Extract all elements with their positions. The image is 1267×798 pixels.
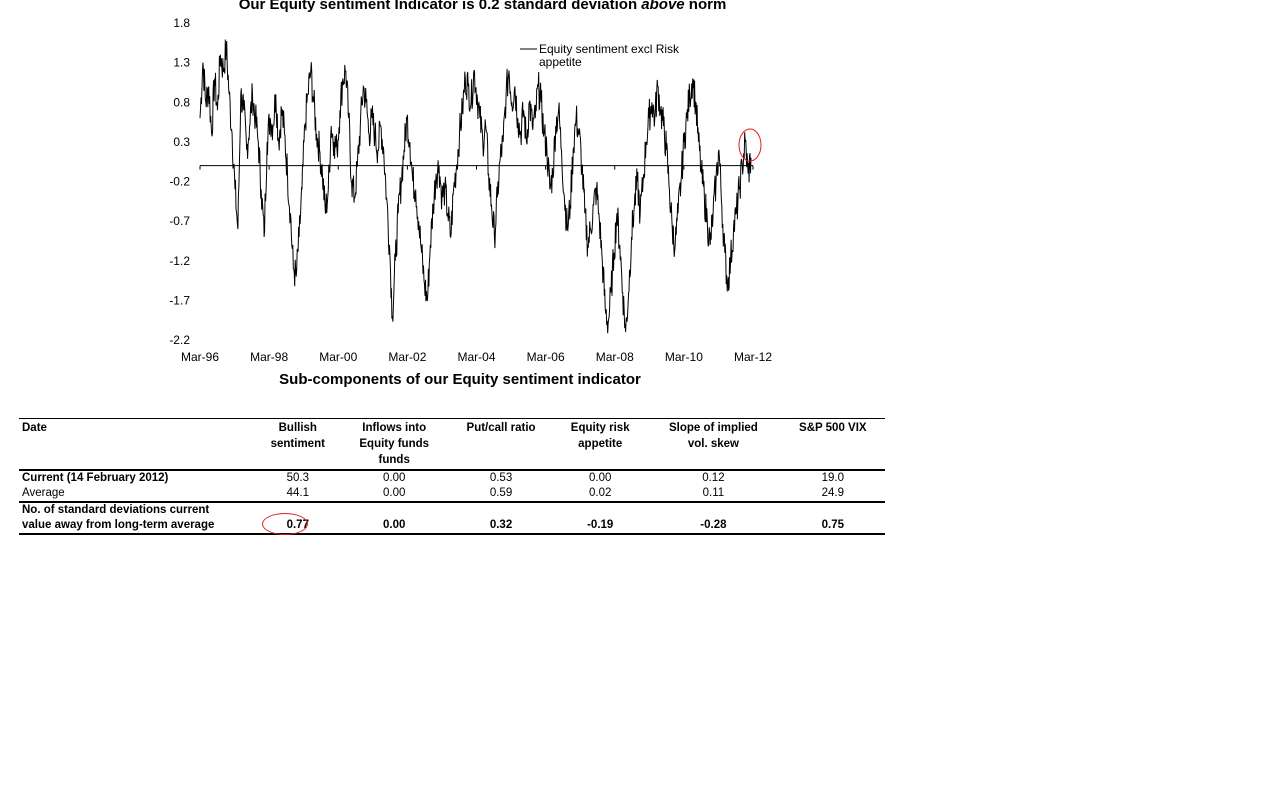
highlighted-value: 0.77 xyxy=(261,513,309,535)
y-tick-label: -0.2 xyxy=(169,175,190,189)
header-text: funds xyxy=(378,454,410,466)
table-title: Sub-components of our Equity sentiment i… xyxy=(279,371,641,388)
y-axis: 1.8 1.3 0.8 0.3 -0.2 -0.7 -1.2 -1.7 -2.2 xyxy=(169,16,190,347)
legend-label-line-2: appetite xyxy=(539,55,582,69)
x-tick-label: Mar-08 xyxy=(596,350,634,364)
row-label-line: No. of standard deviations current xyxy=(22,504,210,516)
y-tick-label: 1.8 xyxy=(173,16,190,30)
header-text: appetite xyxy=(578,438,623,450)
header-bullish-sentiment: Bullish sentiment xyxy=(255,418,341,471)
header-text: Put/call ratio xyxy=(466,422,536,434)
y-tick-label: -0.7 xyxy=(169,214,190,228)
x-tick-label: Mar-02 xyxy=(388,350,426,364)
table-row-average: Average 44.1 0.00 0.59 0.02 0.11 24.9 xyxy=(19,486,885,503)
y-tick-label: 0.3 xyxy=(173,135,190,149)
header-equity-risk-appetite: Equity risk appetite xyxy=(554,418,647,471)
header-text: vol. skew xyxy=(687,438,739,450)
cell-bullish: 50.3 xyxy=(286,472,309,484)
chart-title: Our Equity sentiment Indicator is 0.2 st… xyxy=(200,0,765,13)
cell-vix: 0.75 xyxy=(780,502,885,535)
y-tick-label: -1.2 xyxy=(169,254,190,268)
x-tick-label: Mar-10 xyxy=(665,350,703,364)
header-slope-skew: Slope of implied vol. skew xyxy=(646,418,781,471)
header-date: Date xyxy=(19,418,255,471)
cell-bullish: 0.77 xyxy=(255,502,341,535)
cell-skew: 0.11 xyxy=(646,486,781,503)
sub-components-table: Date Bullish sentiment Inflows into Equi… xyxy=(19,418,885,535)
cell-vix: 19.0 xyxy=(821,472,845,484)
cell-vix: 24.9 xyxy=(780,486,885,503)
highlight-circle xyxy=(261,513,308,535)
row-label-line: value away from long-term average xyxy=(22,519,215,531)
chart-title-part-1: Our Equity sentiment Indicator is 0.2 st… xyxy=(238,0,642,13)
y-tick-label: -2.2 xyxy=(169,333,190,347)
header-text: Equity funds xyxy=(359,438,430,450)
cell-risk-appetite: 0.00 xyxy=(589,472,612,484)
header-put-call: Put/call ratio xyxy=(447,418,555,471)
cell-risk-appetite: 0.02 xyxy=(554,486,647,503)
row-label: No. of standard deviations current value… xyxy=(19,502,255,535)
chart-title-emphasis: above xyxy=(641,0,685,13)
x-tick-label: Mar-04 xyxy=(457,350,495,364)
row-label: Average xyxy=(19,486,255,503)
cell-skew: -0.28 xyxy=(646,502,781,535)
header-inflows: Inflows into Equity funds funds xyxy=(340,418,448,471)
equity-sentiment-chart: 1.81.30.80.3-0.2-0.7-1.2-1.7-2.2 Mar-96 M… xyxy=(169,16,772,364)
header-text: S&P 500 VIX xyxy=(799,422,867,434)
header-text: Bullish xyxy=(278,422,317,434)
cell-bullish: 44.1 xyxy=(255,486,341,503)
table-row-std-devs: No. of standard deviations current value… xyxy=(19,502,885,535)
row-label: Current (14 February 2012) xyxy=(22,472,169,484)
y-tick-label: 0.8 xyxy=(173,95,190,109)
cell-put-call: 0.59 xyxy=(447,486,555,503)
x-tick-label: Mar-00 xyxy=(319,350,357,364)
cell-put-call: 0.53 xyxy=(489,472,513,484)
chart-title-part-3: norm xyxy=(684,0,727,13)
x-tick-label: Mar-06 xyxy=(527,350,565,364)
series-line-equity-sentiment xyxy=(199,39,752,334)
table-header-row: Date Bullish sentiment Inflows into Equi… xyxy=(19,418,885,471)
header-text: Slope of implied xyxy=(669,422,758,434)
x-tick-label: Mar-96 xyxy=(181,350,219,364)
header-text: Equity risk xyxy=(570,422,630,434)
x-tick-label: Mar-98 xyxy=(250,350,288,364)
cell-inflows: 0.00 xyxy=(340,486,448,503)
header-text: sentiment xyxy=(270,438,325,450)
y-tick-label: 1.3 xyxy=(173,56,190,70)
current-value-highlight-circle xyxy=(738,128,762,162)
header-vix: S&P 500 VIX xyxy=(780,418,885,471)
legend: Equity sentiment excl Risk appetite xyxy=(520,42,680,69)
cell-skew: 0.12 xyxy=(702,472,725,484)
table-row-current: Current (14 February 2012) 50.3 0.00 0.5… xyxy=(19,470,885,486)
cell-put-call: 0.32 xyxy=(447,502,555,535)
y-tick-label: -1.7 xyxy=(169,293,190,307)
legend-label-line-1: Equity sentiment excl Risk xyxy=(539,42,680,56)
x-tick-label: Mar-12 xyxy=(734,350,772,364)
cell-inflows: 0.00 xyxy=(383,472,406,484)
cell-risk-appetite: -0.19 xyxy=(554,502,647,535)
cell-inflows: 0.00 xyxy=(340,502,448,535)
x-axis: Mar-96 Mar-98 Mar-00 Mar-02 Mar-04 Mar-06 Mar-… xyxy=(181,165,772,364)
header-text: Inflows into xyxy=(362,422,427,434)
